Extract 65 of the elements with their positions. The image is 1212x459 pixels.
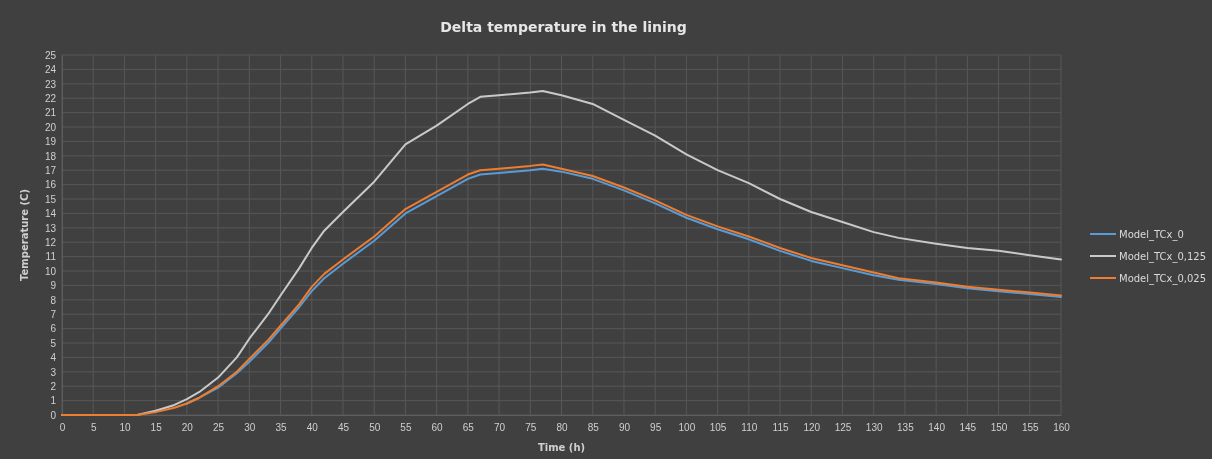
y-tick-label: 22 [44, 92, 57, 104]
x-tick-label: 150 [990, 422, 1008, 434]
y-tick-label: 23 [44, 78, 57, 90]
y-axis-title: Temperature (C) [19, 189, 30, 281]
y-tick-label: 18 [44, 150, 57, 162]
x-tick-label: 55 [400, 422, 412, 434]
x-tick-label: 125 [834, 422, 852, 434]
x-tick-label: 140 [928, 422, 946, 434]
x-tick-label: 35 [275, 422, 288, 434]
y-tick-label: 7 [50, 308, 57, 320]
y-tick-label: 25 [44, 49, 57, 61]
y-tick-label: 14 [44, 208, 57, 220]
x-tick-label: 135 [897, 422, 915, 434]
y-tick-label: 2 [50, 380, 57, 392]
x-tick-label: 115 [772, 422, 789, 434]
x-tick-label: 60 [431, 422, 444, 434]
x-tick-label: 65 [462, 422, 475, 434]
legend-label: Model_TCx_0,025 [1119, 273, 1207, 285]
x-tick-label: 155 [1021, 422, 1040, 434]
x-tick-label: 25 [213, 422, 225, 434]
y-tick-label: 16 [44, 179, 57, 191]
x-tick-label: 105 [709, 422, 727, 434]
x-tick-label: 110 [741, 422, 758, 434]
x-tick-label: 15 [150, 422, 163, 434]
y-tick-label: 5 [50, 337, 57, 349]
x-tick-label: 100 [678, 422, 696, 434]
x-tick-label: 30 [244, 422, 256, 434]
x-tick-label: 50 [369, 422, 381, 434]
y-tick-label: 4 [50, 352, 57, 364]
x-tick-label: 85 [587, 422, 600, 434]
x-tick-label: 145 [959, 422, 977, 434]
y-tick-label: 13 [44, 222, 57, 234]
y-tick-label: 0 [50, 409, 57, 421]
x-tick-label: 45 [337, 422, 350, 434]
x-tick-label: 90 [618, 422, 631, 434]
y-tick-label: 1 [50, 395, 57, 407]
y-tick-label: 8 [50, 294, 57, 306]
y-tick-label: 24 [44, 64, 57, 76]
y-tick-label: 10 [44, 265, 57, 277]
y-tick-label: 21 [44, 107, 57, 119]
y-tick-label: 19 [44, 136, 57, 148]
y-tick-label: 9 [50, 280, 57, 292]
y-tick-label: 17 [44, 164, 57, 176]
x-tick-label: 95 [650, 422, 662, 434]
y-tick-label: 12 [44, 236, 57, 248]
y-tick-label: 6 [50, 323, 57, 335]
x-tick-label: 75 [525, 422, 537, 434]
x-tick-label: 10 [119, 422, 131, 434]
x-tick-label: 70 [494, 422, 506, 434]
y-tick-label: 20 [44, 121, 57, 133]
y-tick-label: 11 [45, 251, 57, 263]
x-tick-label: 130 [865, 422, 883, 434]
x-tick-label: 80 [556, 422, 568, 434]
x-axis-title: Time (h) [537, 442, 586, 453]
x-tick-label: 120 [803, 422, 821, 434]
y-tick-label: 3 [50, 366, 57, 378]
x-tick-label: 160 [1053, 422, 1071, 434]
legend-label: Model_TCx_0 [1119, 229, 1184, 241]
x-tick-label: 40 [306, 422, 319, 434]
x-tick-label: 0 [59, 422, 66, 434]
x-tick-label: 20 [181, 422, 194, 434]
y-tick-label: 15 [44, 193, 57, 205]
legend-label: Model_TCx_0,125 [1119, 251, 1207, 263]
x-tick-label: 5 [90, 422, 97, 434]
chart-title: Delta temperature in the lining [440, 19, 687, 35]
